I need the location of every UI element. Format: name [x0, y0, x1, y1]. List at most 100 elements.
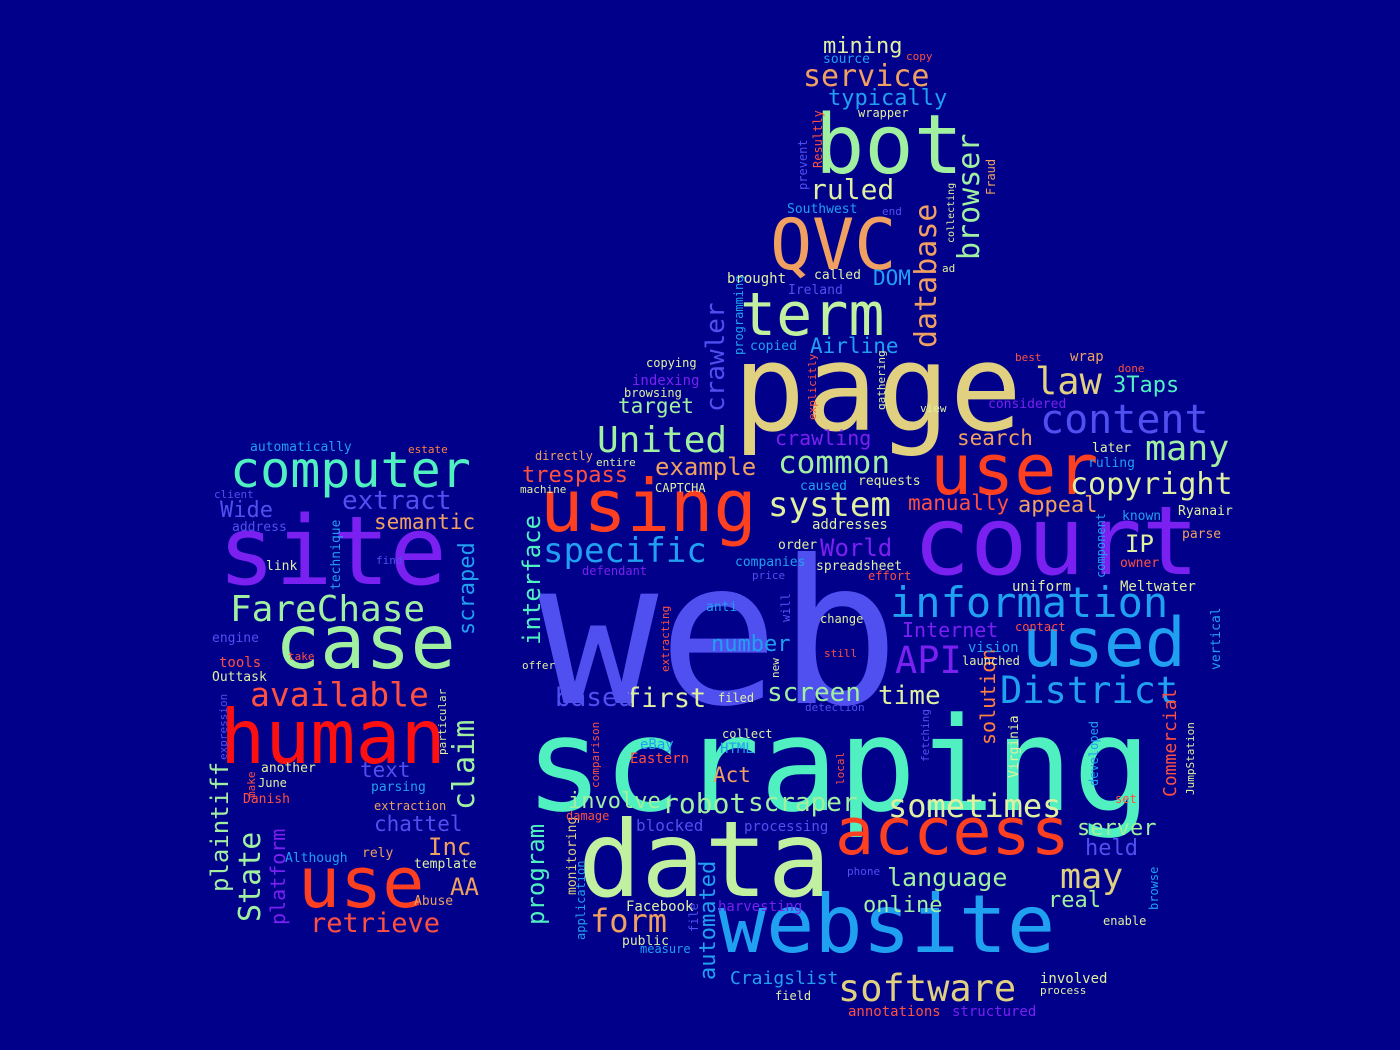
word-harvesting: harvesting: [718, 899, 803, 915]
word-text: text: [360, 758, 411, 782]
word-copyright: copyright: [1070, 467, 1233, 502]
word-extraction: extraction: [374, 799, 447, 813]
word-process: process: [1040, 984, 1087, 997]
word-directly: directly: [535, 449, 593, 463]
word-scraper: scraper: [748, 788, 858, 818]
word-api: API: [895, 639, 962, 682]
word-take: take: [288, 650, 315, 663]
word-resultly: Resultly: [811, 110, 825, 168]
word-prevent: prevent: [796, 139, 810, 190]
word-engine: engine: [212, 631, 259, 646]
word-available: available: [250, 675, 429, 714]
word-bot: bot: [815, 98, 964, 193]
word-online: online: [863, 893, 943, 918]
word-many: many: [1145, 429, 1230, 469]
word-known: known: [1122, 509, 1162, 524]
word-component: component: [1094, 512, 1108, 578]
word-claim: claim: [447, 719, 482, 810]
word-wrap: wrap: [1070, 349, 1104, 365]
word-field: field: [775, 989, 812, 1003]
word-comparison: comparison: [589, 721, 602, 788]
word-meltwater: Meltwater: [1120, 579, 1196, 595]
word-blocked: blocked: [636, 816, 704, 835]
word-crawler: crawler: [701, 302, 731, 412]
word-specific: specific: [543, 531, 707, 571]
word-involved: involved: [1040, 971, 1108, 987]
word-manually: manually: [908, 491, 1010, 515]
word-computer: computer: [230, 441, 471, 499]
word-semantic: semantic: [374, 510, 476, 534]
word-outtask: Outtask: [212, 670, 267, 685]
word-machine: machine: [520, 483, 567, 496]
word-airline: Airline: [810, 334, 899, 358]
word-interface: interface: [518, 514, 546, 645]
word-inc: Inc: [428, 833, 472, 861]
word-based: based: [555, 683, 634, 713]
word-farechase: FareChase: [230, 589, 426, 630]
word-chattel: chattel: [374, 812, 463, 836]
word-robot: robot: [662, 787, 747, 820]
word-first: first: [625, 683, 707, 714]
word-owner: owner: [1120, 556, 1160, 571]
word-browse: browse: [1147, 866, 1161, 910]
word-human: human: [220, 693, 446, 781]
word-although: Although: [285, 851, 348, 866]
word-example: example: [655, 453, 757, 481]
word-site: site: [218, 497, 447, 607]
word-access: access: [835, 795, 1070, 870]
word-ryanair: Ryanair: [1178, 504, 1233, 519]
word-use: use: [298, 842, 425, 924]
word-page: page: [733, 320, 1022, 459]
word-public: public: [622, 934, 669, 949]
word-source: source: [823, 52, 870, 67]
word-best: best: [1015, 351, 1042, 364]
word-anti: anti: [706, 600, 738, 615]
word-change: change: [820, 612, 864, 626]
word-mining: mining: [823, 34, 903, 59]
word-effort: effort: [868, 569, 912, 583]
word-entire: entire: [596, 456, 636, 469]
word-dom: DOM: [873, 266, 911, 290]
word-number: number: [711, 632, 791, 657]
word-ip: IP: [1125, 530, 1154, 558]
word-world: World: [820, 534, 893, 562]
word-typically: typically: [828, 86, 948, 111]
word-search: search: [957, 426, 1033, 450]
word-content: content: [1040, 397, 1209, 443]
word-platform: platform: [266, 828, 290, 925]
word-automated: automated: [696, 860, 721, 980]
word-retrieve: retrieve: [310, 908, 441, 939]
word-fraud: Fraud: [984, 158, 998, 195]
word-jumpstation: JumpStation: [1184, 722, 1197, 795]
word-technique: technique: [329, 519, 344, 590]
word-trespass: trespass: [522, 463, 628, 488]
word-program: program: [522, 823, 550, 925]
word-tools: tools: [219, 655, 262, 671]
word-browsing: browsing: [624, 386, 682, 400]
word-server: server: [1077, 816, 1157, 841]
word-fetching: fetching: [919, 709, 932, 762]
word-damage: damage: [566, 809, 610, 823]
word-view: view: [920, 402, 947, 415]
word-district: District: [1000, 669, 1179, 712]
word-ebay: eBay: [640, 737, 674, 753]
word-case: case: [275, 598, 456, 686]
word-database: database: [909, 203, 944, 349]
word-browser: browser: [952, 133, 987, 260]
word-commercial: Commercial: [1160, 688, 1181, 797]
word-template: template: [414, 857, 477, 872]
word-html: HTML: [720, 741, 754, 757]
word-file: file: [687, 903, 701, 932]
word-filed: filed: [718, 691, 755, 705]
word-order: order: [778, 538, 818, 553]
word-state: State: [233, 831, 268, 922]
word-application: application: [574, 860, 588, 940]
word-court: court: [913, 487, 1199, 597]
word-scraping: scraping: [525, 689, 1152, 841]
word-phone: phone: [847, 865, 881, 878]
word-service: service: [803, 59, 930, 94]
word-parse: parse: [1182, 527, 1222, 542]
word-parsing: parsing: [371, 780, 426, 795]
word-copied: copied: [750, 339, 797, 354]
word-website: website: [718, 878, 1056, 971]
